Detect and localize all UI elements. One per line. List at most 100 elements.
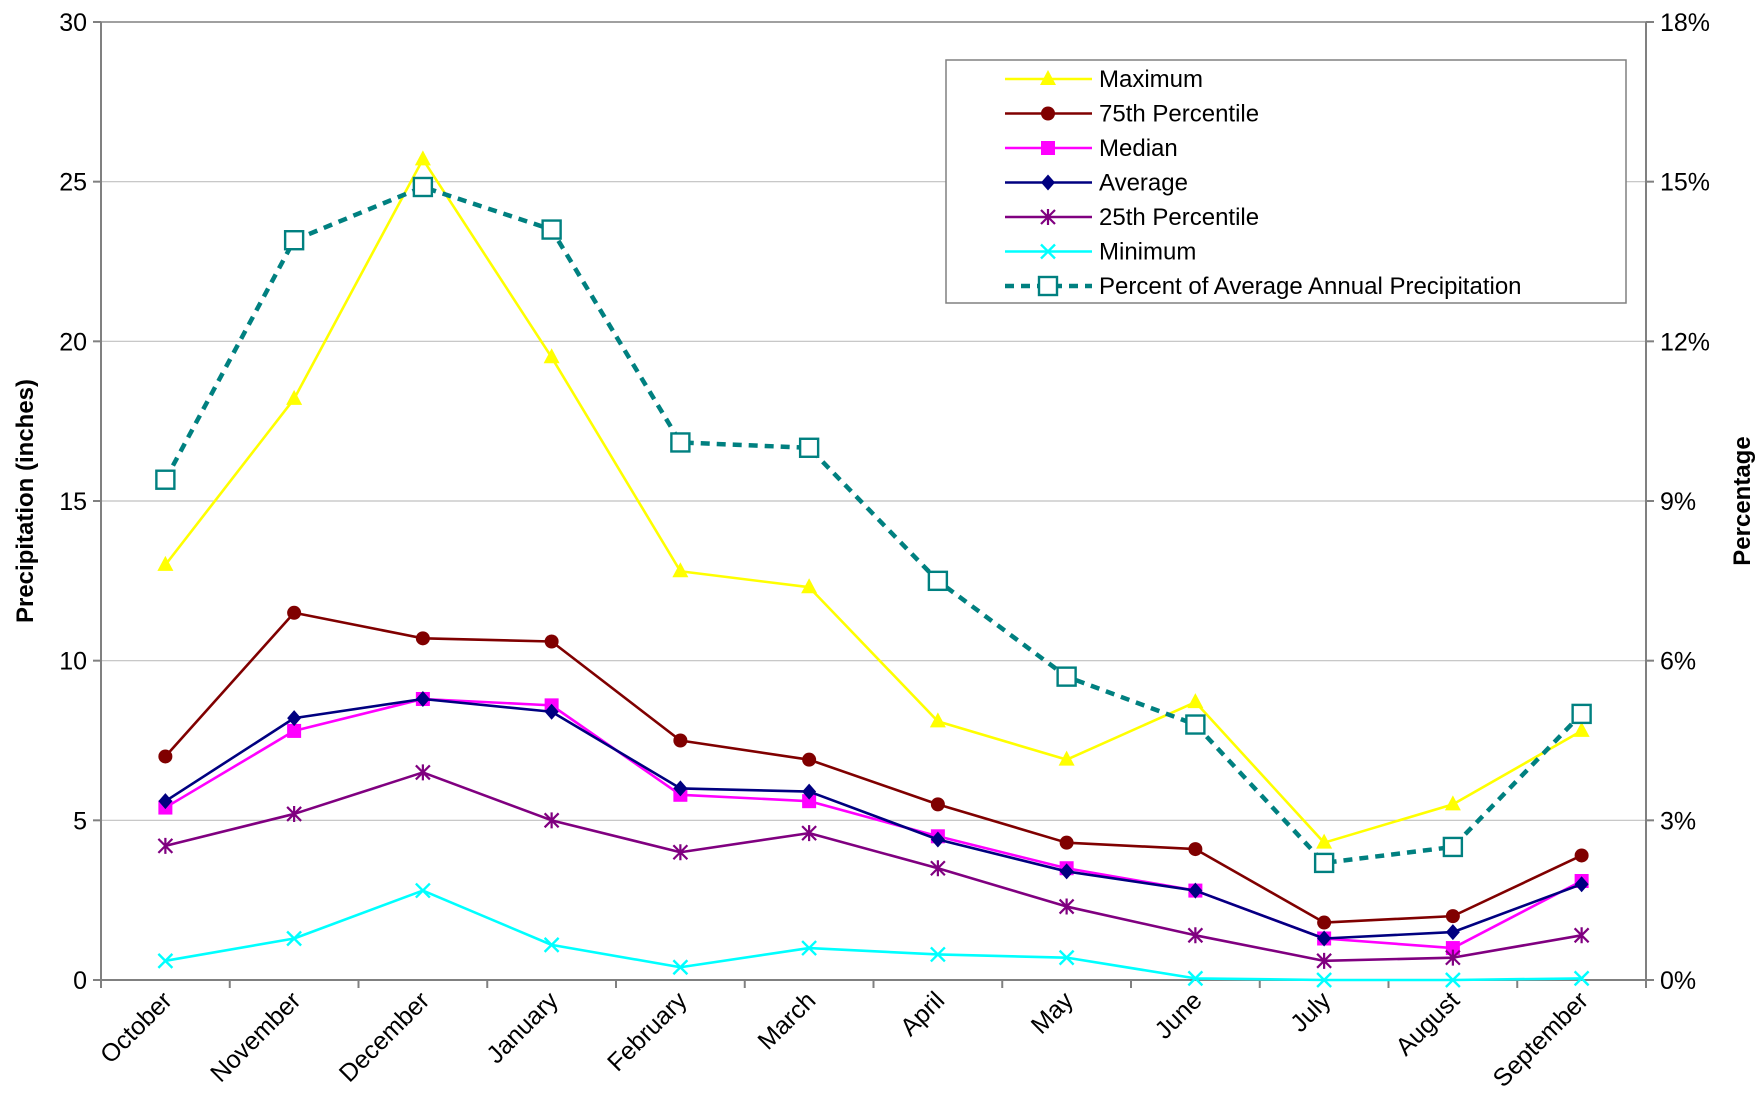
data-point	[287, 710, 302, 727]
series-25th-percentile	[157, 764, 1590, 969]
data-point	[286, 930, 302, 947]
series-average	[158, 690, 1589, 947]
y2-tick-label: 3%	[1660, 807, 1696, 835]
legend-item: Median	[1005, 135, 1178, 162]
legend-marker	[1037, 275, 1059, 297]
series-percent-of-average-annual-precipitation	[155, 176, 1592, 874]
legend-marker	[1040, 70, 1056, 85]
legend-marker	[1041, 106, 1055, 121]
data-point	[544, 634, 559, 649]
data-point	[672, 959, 689, 976]
data-point	[1573, 927, 1590, 944]
data-point	[1445, 909, 1460, 924]
series-line	[165, 889, 1582, 982]
data-point	[541, 219, 562, 240]
series-line	[163, 184, 1584, 866]
legend-label: Percent of Average Annual Precipitation	[1099, 273, 1522, 300]
data-point	[543, 812, 560, 829]
data-point	[802, 794, 817, 809]
data-point	[930, 860, 946, 877]
data-point	[1188, 842, 1203, 857]
legend-item: 75th Percentile	[1005, 101, 1259, 128]
legend-item: Percent of Average Annual Precipitation	[1005, 273, 1522, 300]
data-point	[283, 230, 305, 251]
y2-tick-label: 6%	[1660, 648, 1696, 676]
data-point	[1185, 714, 1206, 735]
data-point	[672, 844, 689, 861]
data-point	[801, 825, 817, 842]
data-point	[798, 437, 820, 458]
data-point	[1445, 972, 1461, 988]
data-point	[930, 831, 945, 848]
data-point	[1316, 952, 1332, 969]
data-point	[673, 780, 688, 797]
legend-item: Average	[1005, 170, 1188, 197]
legend-marker	[1041, 141, 1055, 155]
legend-label: 75th Percentile	[1099, 101, 1259, 128]
data-point	[1059, 863, 1074, 880]
y-tick-label: 10	[59, 648, 87, 676]
y-tick-label: 20	[59, 328, 87, 356]
y2-tick-label: 12%	[1660, 328, 1710, 356]
data-point	[1058, 949, 1075, 966]
data-point	[158, 793, 173, 810]
legend-label: Average	[1099, 170, 1188, 197]
series-line	[164, 611, 1583, 924]
data-point	[1056, 666, 1077, 687]
data-point	[415, 690, 430, 707]
data-point	[543, 348, 560, 364]
y2-tick-label: 15%	[1660, 169, 1710, 197]
data-point	[1442, 836, 1464, 858]
legend-item: Minimum	[1005, 239, 1196, 266]
data-point	[927, 570, 949, 592]
y-tick-label: 25	[59, 169, 87, 197]
data-point	[1445, 924, 1460, 941]
series-line	[164, 697, 1583, 940]
series-line	[164, 697, 1583, 950]
y2-tick-label: 9%	[1660, 488, 1696, 516]
y2-tick-label: 18%	[1660, 9, 1710, 37]
data-point	[670, 432, 691, 453]
data-point	[544, 703, 559, 720]
data-point	[543, 937, 560, 953]
data-point	[1058, 750, 1075, 766]
legend-label: 25th Percentile	[1099, 204, 1259, 231]
data-point	[929, 712, 946, 728]
data-point	[157, 837, 174, 854]
y2-tick-label: 0%	[1660, 967, 1696, 995]
data-point	[1187, 970, 1204, 987]
data-point	[157, 952, 174, 969]
legend-marker	[1040, 243, 1056, 260]
series-minimum	[157, 882, 1590, 988]
y-tick-label: 15	[59, 488, 87, 516]
y-tick-label: 30	[59, 9, 87, 37]
legend-marker	[1040, 209, 1056, 225]
legend-label: Minimum	[1099, 239, 1196, 266]
legend-label: Median	[1099, 135, 1178, 162]
data-point	[415, 631, 430, 646]
data-point	[801, 940, 817, 956]
series-line	[165, 771, 1582, 963]
data-point	[1445, 941, 1460, 956]
data-point	[1445, 949, 1461, 966]
legend: Maximum 75th Percentile Median Average 25th …	[945, 59, 1627, 304]
data-point	[1188, 882, 1203, 899]
data-point	[802, 783, 817, 800]
data-point	[930, 797, 945, 812]
data-point	[1444, 795, 1461, 811]
data-point	[1187, 693, 1204, 709]
data-point	[1574, 848, 1589, 863]
data-point	[414, 150, 431, 166]
data-point	[1574, 876, 1589, 893]
legend-item: 25th Percentile	[1005, 204, 1259, 231]
legend-label: Maximum	[1099, 66, 1203, 93]
data-point	[412, 176, 434, 198]
data-point	[1571, 703, 1592, 725]
data-point	[1316, 833, 1333, 849]
data-point	[1059, 835, 1074, 850]
data-point	[286, 389, 303, 405]
legend-item: Maximum	[1005, 66, 1203, 93]
data-point	[672, 562, 689, 578]
data-point	[155, 469, 176, 490]
